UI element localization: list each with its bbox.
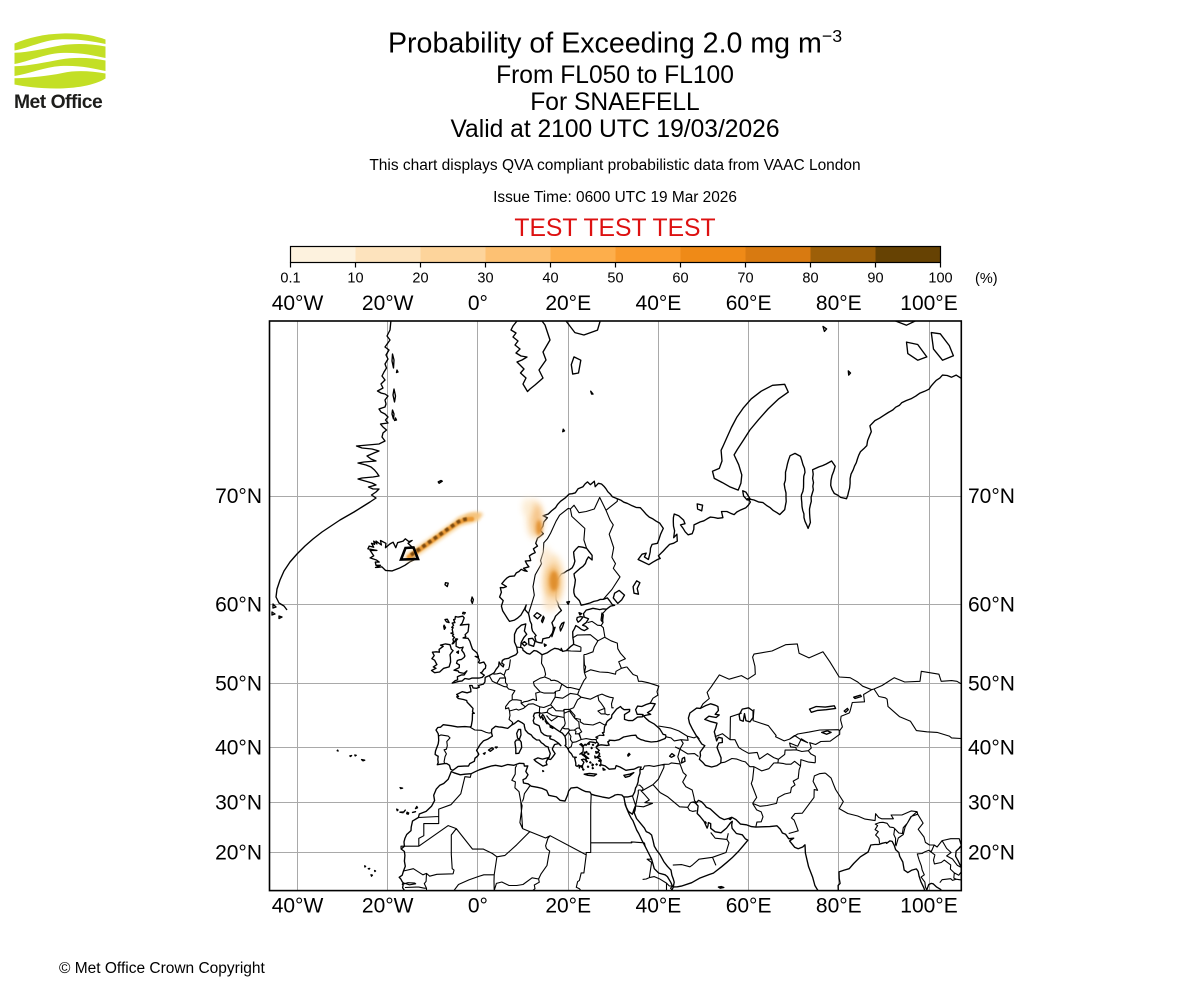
svg-text:20°E: 20°E xyxy=(545,292,591,315)
svg-text:50°N: 50°N xyxy=(968,672,1015,695)
svg-text:20: 20 xyxy=(412,271,428,287)
svg-text:20°N: 20°N xyxy=(968,842,1015,865)
svg-text:40°W: 40°W xyxy=(272,292,324,315)
svg-text:100: 100 xyxy=(928,271,952,287)
svg-text:50: 50 xyxy=(607,271,623,287)
svg-text:0°: 0° xyxy=(468,292,488,315)
svg-text:40°N: 40°N xyxy=(215,736,262,759)
svg-text:40°E: 40°E xyxy=(636,895,682,918)
svg-text:90: 90 xyxy=(867,271,883,287)
svg-text:100°E: 100°E xyxy=(900,292,957,315)
svg-text:60°N: 60°N xyxy=(215,593,262,616)
svg-text:60°E: 60°E xyxy=(726,895,772,918)
svg-text:40°W: 40°W xyxy=(272,895,324,918)
svg-text:30°N: 30°N xyxy=(215,792,262,815)
svg-text:0.1: 0.1 xyxy=(280,271,300,287)
svg-text:60°E: 60°E xyxy=(726,292,772,315)
svg-text:70: 70 xyxy=(737,271,753,287)
svg-text:40: 40 xyxy=(542,271,558,287)
svg-text:60: 60 xyxy=(672,271,688,287)
svg-text:80: 80 xyxy=(802,271,818,287)
svg-text:40°E: 40°E xyxy=(636,292,682,315)
svg-text:10: 10 xyxy=(347,271,363,287)
svg-text:(%): (%) xyxy=(975,271,998,287)
svg-text:20°W: 20°W xyxy=(362,292,414,315)
svg-text:70°N: 70°N xyxy=(215,485,262,508)
svg-text:30°N: 30°N xyxy=(968,792,1015,815)
svg-text:70°N: 70°N xyxy=(968,485,1015,508)
svg-text:60°N: 60°N xyxy=(968,593,1015,616)
svg-text:50°N: 50°N xyxy=(215,672,262,695)
svg-text:0°: 0° xyxy=(468,895,488,918)
svg-text:20°E: 20°E xyxy=(545,895,591,918)
svg-text:20°W: 20°W xyxy=(362,895,414,918)
svg-text:40°N: 40°N xyxy=(968,736,1015,759)
svg-text:100°E: 100°E xyxy=(900,895,957,918)
svg-text:80°E: 80°E xyxy=(816,895,862,918)
svg-text:20°N: 20°N xyxy=(215,842,262,865)
svg-text:80°E: 80°E xyxy=(816,292,862,315)
svg-text:30: 30 xyxy=(477,271,493,287)
